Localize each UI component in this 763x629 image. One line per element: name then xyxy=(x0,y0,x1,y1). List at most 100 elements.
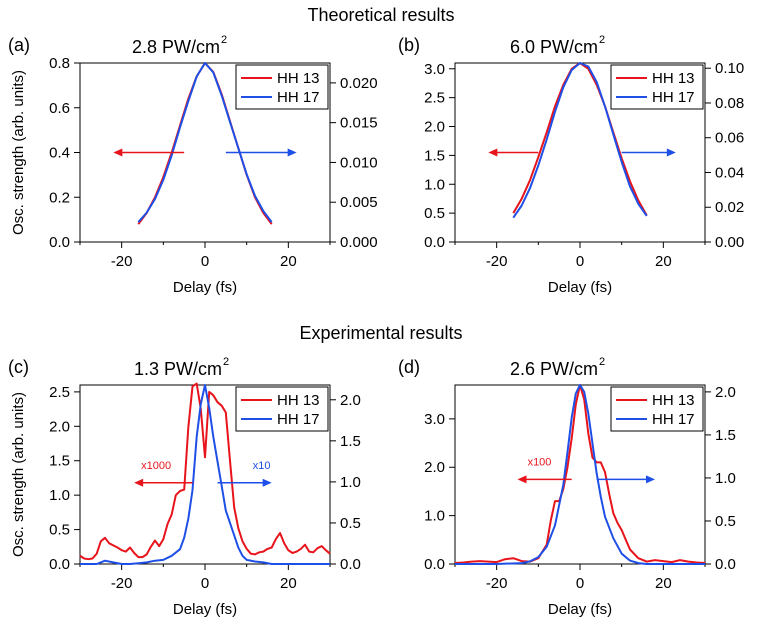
y-left-tick-label: 1.5 xyxy=(424,147,445,164)
x-tick-label: 0 xyxy=(201,253,209,270)
y-right-tick-label: 0.02 xyxy=(715,199,744,216)
x-axis-label: Delay (fs) xyxy=(173,279,237,296)
arrowhead-hh-17 xyxy=(666,148,676,157)
y-left-tick-label: 0.2 xyxy=(49,189,70,206)
y-right-tick-label: 0.020 xyxy=(340,75,378,92)
legend-label-hh-17: HH 17 xyxy=(652,411,695,428)
series-line-hh-17 xyxy=(80,384,330,565)
panel-d: (d) 2.6 PW/cm 2 -20 0 20 Delay (fs) 0.0 1.0 2.0 3.… xyxy=(398,356,736,618)
y-left-tick-label: 2.5 xyxy=(49,384,70,401)
y-left-tick-label: 3.0 xyxy=(424,61,445,78)
y-right-tick-label: 0.04 xyxy=(715,164,744,181)
y-right-tick-label: 2.0 xyxy=(715,384,736,401)
y-left-tick-label: 2.5 xyxy=(424,90,445,107)
series-line-hh-13 xyxy=(79,382,331,561)
y-right-tick-label: 0.010 xyxy=(340,154,378,171)
y-left-tick-label: 0.5 xyxy=(49,522,70,539)
panel-label: (c) xyxy=(8,357,29,377)
y-right-tick-label: 0.0 xyxy=(340,556,361,573)
y-right-tick-label: 1.0 xyxy=(715,470,736,487)
y-left-tick-label: 2.0 xyxy=(424,459,445,476)
panel-title-superscript: 2 xyxy=(599,356,605,368)
legend-box xyxy=(610,386,704,432)
y-left-tick-label: 1.0 xyxy=(424,176,445,193)
y-right-tick-label: 0.06 xyxy=(715,130,744,147)
x-axis-label: Delay (fs) xyxy=(548,279,612,296)
arrowhead-hh-13 xyxy=(488,148,498,157)
x-tick-label: 0 xyxy=(576,253,584,270)
panel-title: 6.0 PW/cm xyxy=(510,37,598,57)
y-left-tick-label: 1.0 xyxy=(49,487,70,504)
x-tick-label: 0 xyxy=(576,575,584,592)
panel-label: (d) xyxy=(398,357,420,377)
scale-factor-label: x10 xyxy=(253,460,271,472)
series-line-hh-13 xyxy=(454,384,706,564)
arrowhead-hh-13 xyxy=(517,475,527,484)
y-right-tick-label: 0.005 xyxy=(340,194,378,211)
panel-title: 2.6 PW/cm xyxy=(510,359,598,379)
legend-label-hh-13: HH 13 xyxy=(277,70,320,87)
series-line-hh-17 xyxy=(455,384,705,565)
x-tick-label: 20 xyxy=(655,575,672,592)
section-title-experimental: Experimental results xyxy=(299,323,462,343)
legend-label-hh-17: HH 17 xyxy=(652,89,695,106)
panel-title-superscript: 2 xyxy=(221,34,227,46)
panel-b: (b) 6.0 PW/cm 2 -20 0 20 Delay (fs) 0.0 0.5 1.0 1.… xyxy=(398,34,744,296)
series-line-hh-17 xyxy=(137,62,273,223)
y-left-tick-label: 0.4 xyxy=(49,145,70,162)
y-left-tick-label: 0.0 xyxy=(424,234,445,251)
y-right-tick-label: 1.0 xyxy=(340,474,361,491)
y-left-tick-label: 0.0 xyxy=(49,556,70,573)
panel-label: (a) xyxy=(8,35,30,55)
scale-factor-label: x1000 xyxy=(141,460,171,472)
y-left-tick-label: 0.5 xyxy=(424,205,445,222)
y-left-tick-label: 1.0 xyxy=(424,508,445,525)
x-axis-label: Delay (fs) xyxy=(173,601,237,618)
arrowhead-hh-17 xyxy=(262,478,272,487)
panel-a: (a) 2.8 PW/cm 2 -20 0 20 Delay (fs) 0.0 0.2 0.4 0.… xyxy=(8,34,378,296)
y-right-tick-label: 0.0 xyxy=(715,556,736,573)
y-left-tick-label: 0.8 xyxy=(49,55,70,72)
x-tick-label: -20 xyxy=(111,575,133,592)
x-tick-label: -20 xyxy=(486,575,508,592)
section-title-theoretical: Theoretical results xyxy=(307,5,454,25)
y-right-tick-label: 0.00 xyxy=(715,234,744,251)
y-right-tick-label: 0.015 xyxy=(340,115,378,132)
y-right-tick-label: 0.000 xyxy=(340,234,378,251)
x-tick-label: -20 xyxy=(111,253,133,270)
legend-label-hh-13: HH 13 xyxy=(652,70,695,87)
arrowhead-hh-13 xyxy=(113,148,123,157)
scale-factor-label: x100 xyxy=(528,456,552,468)
x-tick-label: -20 xyxy=(486,253,508,270)
y-left-tick-label: 0.6 xyxy=(49,100,70,117)
y-left-tick-label: 0.0 xyxy=(49,234,70,251)
panel-title: 2.8 PW/cm xyxy=(132,37,220,57)
panel-title-superscript: 2 xyxy=(599,34,605,46)
y-axis-label: Osc. strength (arb. units) xyxy=(10,392,27,557)
y-left-tick-label: 2.0 xyxy=(49,418,70,435)
x-tick-label: 20 xyxy=(280,253,297,270)
panel-c: (c) 1.3 PW/cm 2 -20 0 20 Delay (fs) 0.0 0.5 1.0 1.… xyxy=(8,356,361,618)
legend-box xyxy=(235,64,329,110)
x-axis-label: Delay (fs) xyxy=(548,601,612,618)
y-left-tick-label: 2.0 xyxy=(424,119,445,136)
y-axis-label: Osc. strength (arb. units) xyxy=(10,70,27,235)
arrowhead-hh-17 xyxy=(287,148,297,157)
legend-box xyxy=(235,386,329,432)
y-right-tick-label: 0.08 xyxy=(715,95,744,112)
y-left-tick-label: 0.0 xyxy=(424,556,445,573)
panel-label: (b) xyxy=(398,35,420,55)
panel-title: 1.3 PW/cm xyxy=(134,359,222,379)
legend-box xyxy=(610,64,704,110)
y-right-tick-label: 1.5 xyxy=(715,427,736,444)
x-tick-label: 0 xyxy=(201,575,209,592)
x-tick-label: 20 xyxy=(280,575,297,592)
arrowhead-hh-17 xyxy=(646,475,655,484)
legend-label-hh-17: HH 17 xyxy=(277,89,320,106)
arrowhead-hh-13 xyxy=(134,478,144,487)
series-line-hh-17 xyxy=(512,62,648,219)
panel-title-superscript: 2 xyxy=(223,356,229,368)
legend-label-hh-17: HH 17 xyxy=(277,411,320,428)
y-right-tick-label: 2.0 xyxy=(340,392,361,409)
